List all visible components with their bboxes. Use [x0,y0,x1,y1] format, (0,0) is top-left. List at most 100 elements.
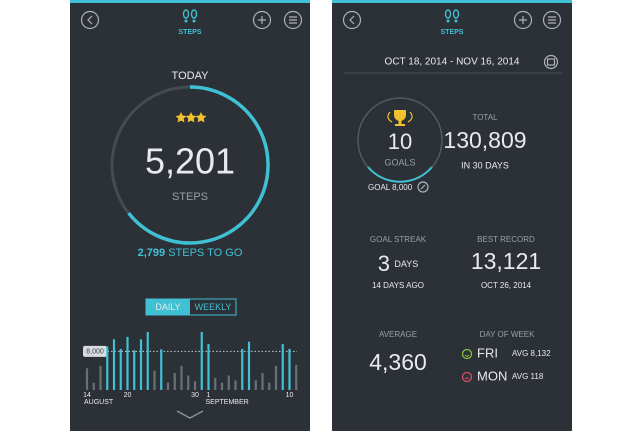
top-accent [332,0,572,3]
day-label: 14 [83,392,91,399]
bar [268,382,271,390]
bar [126,336,129,390]
total-sub: IN 30 DAYS [461,160,509,170]
steps-icon [182,9,198,23]
date-range: OCT 18, 2014 - NOV 16, 2014 [385,57,520,68]
record-sub: OCT 26, 2014 [481,281,532,290]
steps-count: 5,201 [145,141,235,182]
add-button[interactable] [252,10,272,30]
streak-label: GOAL STREAK [370,235,427,244]
bar [133,350,136,390]
best-avg-value: 8,132 [531,349,552,358]
steps-to-go: 2,799 STEPS TO GO [138,247,243,259]
goals-number: 10 [388,129,412,154]
goal-value: 8,000 [392,183,413,192]
stars [175,112,207,123]
edit-goal[interactable] [417,181,429,193]
list-button[interactable] [283,10,303,30]
worst-avg-value: 118 [531,372,544,381]
best-avg: AVG 8,132 [512,349,551,358]
bar [146,332,149,390]
bar [241,348,244,390]
goal-setting: GOAL 8,000 [368,183,413,192]
day-label: 1 [207,392,211,399]
bar [200,332,203,390]
bar [106,346,109,390]
total-value: 130,809 [443,127,526,153]
best-avg-label: AVG [512,349,528,358]
worst-day: MON [477,368,507,383]
tab-title: STEPS [441,29,464,36]
record-label: BEST RECORD [477,235,535,244]
toggle-weekly-label[interactable]: WEEKLY [195,302,232,312]
streak-number: 3 [378,251,390,276]
add-button[interactable] [513,10,533,30]
steps-label: STEPS [172,191,208,203]
streak-unit: DAYS [394,259,418,269]
bar [85,368,89,390]
toggle-daily-label[interactable]: DAILY [155,302,180,312]
bar [173,373,176,390]
left-screen: STEPS TODAY 5,201 STEPS 2,799 STEPS TO G… [70,0,310,431]
total-label: TOTAL [472,113,498,122]
bar [295,364,298,390]
bar [139,339,143,390]
bar [153,370,156,390]
toggle-daily[interactable] [146,299,190,315]
progress-arc [127,85,270,245]
list-button[interactable] [542,10,562,30]
expand-chevron[interactable] [176,410,204,419]
sad-icon [461,371,473,383]
top-accent [70,0,310,3]
reference-badge [83,345,107,357]
bar [160,349,163,390]
goals-arc [367,166,433,183]
day-label: 20 [124,392,132,399]
bar [180,365,183,390]
bar [254,380,257,390]
bar [112,339,116,390]
bar [247,341,251,390]
screen-bg [332,0,572,431]
steps-icon [444,9,460,23]
bar [227,375,230,390]
bar [288,348,291,390]
day-label: 10 [286,392,294,399]
back-button[interactable] [342,10,362,30]
bar [214,377,217,390]
reference-label: 8,000 [86,349,104,356]
bar [207,344,210,390]
average-value: 4,360 [369,349,427,375]
month-label: SEPTEMBER [206,399,249,406]
calendar-button[interactable] [543,54,559,70]
bar [119,348,122,390]
goals-label: GOALS [384,157,415,167]
happy-icon [461,348,473,360]
bar [281,344,284,390]
worst-avg: AVG 118 [512,372,544,381]
bar [261,373,264,390]
bar [99,365,102,390]
bar [166,382,170,390]
bar [193,381,197,390]
bar [187,375,190,390]
day-label: 30 [191,392,199,399]
goal-label: GOAL [368,183,391,192]
bar [274,365,278,390]
today-label: TODAY [172,70,210,82]
bar [234,380,237,390]
bar [220,382,224,390]
streak-value: 3 DAYS [378,251,419,276]
worst-avg-label: AVG [512,372,528,381]
tab-title: STEPS [179,29,202,36]
month-label: AUGUST [84,399,114,406]
right-screen: STEPS OCT 18, 2014 - NOV 16, 2014 10 GOA… [332,0,572,431]
to-go-text: STEPS TO GO [168,247,243,259]
streak-sub: 14 DAYS AGO [372,281,424,290]
back-button[interactable] [80,10,100,30]
best-day: FRI [477,345,498,360]
dow-label: DAY OF WEEK [480,330,535,339]
trophy-icon [387,110,413,126]
